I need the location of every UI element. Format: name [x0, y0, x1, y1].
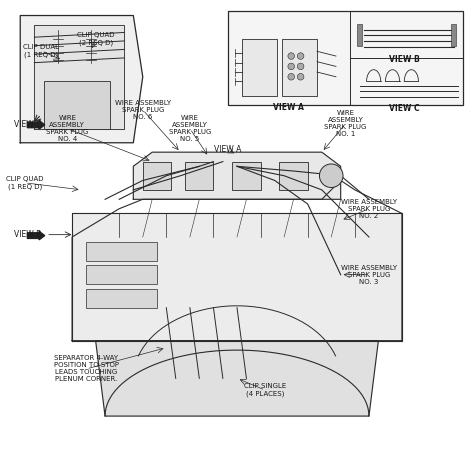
Text: VIEW C: VIEW C — [14, 120, 41, 129]
Bar — [185, 162, 213, 190]
Bar — [232, 162, 261, 190]
Polygon shape — [35, 25, 124, 128]
Text: CLIP QUAD
(1 REQ D): CLIP QUAD (1 REQ D) — [6, 176, 44, 190]
Bar — [451, 25, 456, 46]
Bar — [44, 82, 110, 128]
Text: VIEW C: VIEW C — [389, 104, 419, 113]
Circle shape — [319, 164, 343, 188]
Polygon shape — [20, 16, 143, 143]
Text: WIRE ASSEMBLY
SPARK PLUG
NO. 6: WIRE ASSEMBLY SPARK PLUG NO. 6 — [115, 100, 171, 120]
Bar — [143, 162, 171, 190]
Polygon shape — [96, 341, 378, 416]
Text: VIEW B: VIEW B — [14, 230, 41, 239]
Circle shape — [297, 53, 304, 59]
Text: VIEW B: VIEW B — [389, 55, 419, 64]
Text: WIRE ASSEMBLY
SPARK PLUG
NO. 3: WIRE ASSEMBLY SPARK PLUG NO. 3 — [341, 264, 397, 285]
Text: WIRE ASSEMBLY
SPARK PLUG
NO. 2: WIRE ASSEMBLY SPARK PLUG NO. 2 — [341, 199, 397, 219]
Bar — [242, 39, 277, 96]
FancyArrow shape — [27, 120, 45, 129]
FancyArrow shape — [27, 231, 45, 240]
Circle shape — [288, 53, 294, 59]
Text: SEPARATOR 4-WAY
POSITION TO STOP
LEADS TOUCHING
PLENUM CORNER.: SEPARATOR 4-WAY POSITION TO STOP LEADS T… — [54, 356, 118, 383]
Text: CLIP DUAL
(1 REQ D): CLIP DUAL (1 REQ D) — [23, 44, 59, 58]
Bar — [228, 11, 463, 105]
Bar — [279, 162, 308, 190]
Text: VIEW A: VIEW A — [273, 103, 304, 112]
Circle shape — [297, 73, 304, 80]
Polygon shape — [133, 152, 341, 199]
Text: WIRE
ASSEMBLY
SPARK PLUG
NO. 4: WIRE ASSEMBLY SPARK PLUG NO. 4 — [46, 115, 89, 142]
Circle shape — [288, 73, 294, 80]
Text: WIRE
ASSEMBLY
SPARK PLUG
NO. 1: WIRE ASSEMBLY SPARK PLUG NO. 1 — [324, 110, 366, 137]
Bar — [86, 289, 157, 308]
Text: WIRE
ASSEMBLY
SPARK PLUG
NO. 5: WIRE ASSEMBLY SPARK PLUG NO. 5 — [169, 115, 211, 142]
Bar — [86, 265, 157, 284]
Circle shape — [288, 63, 294, 70]
Text: CLIP QUAD
(2 REQ D): CLIP QUAD (2 REQ D) — [77, 32, 114, 46]
Bar — [282, 39, 317, 96]
Bar — [357, 25, 362, 46]
Polygon shape — [72, 213, 402, 341]
Text: VIEW A: VIEW A — [214, 146, 241, 155]
Text: CLIP SINGLE
(4 PLACES): CLIP SINGLE (4 PLACES) — [244, 383, 286, 397]
Bar — [86, 242, 157, 261]
Circle shape — [297, 63, 304, 70]
